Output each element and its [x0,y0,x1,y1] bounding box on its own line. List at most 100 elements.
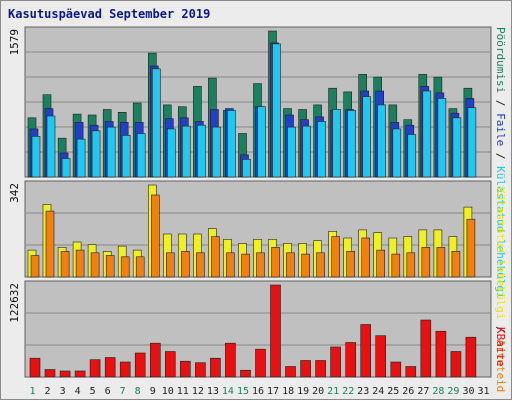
bar-panel1-series3-day13 [212,126,221,178]
bar-panel3-series1-day3 [59,370,71,378]
bar-panel3-series1-day11 [180,360,191,378]
x-tick-label: 19 [297,386,309,397]
bar-panel3-series1-day6 [104,357,116,378]
bar-panel1-series3-day20 [317,121,326,178]
bar-panel2-series2-day22 [346,251,356,278]
bar-panel3-series1-day20 [315,360,326,378]
bar-panel2-series2-day13 [211,236,220,278]
bar-panel1-series3-day22 [347,110,357,178]
x-tick-label: 7 [120,386,126,397]
panel-1-max-label: 1579 [8,29,21,56]
bar-panel2-series2-day1 [30,255,40,278]
bar-panel3-series1-day27 [420,319,432,378]
bar-panel2-series2-day14 [226,252,235,278]
x-tick-label: 6 [105,386,111,397]
bar-panel1-series3-day10 [167,128,176,178]
bar-panel3-series1-day13 [210,357,221,378]
bar-panel3-series1-day2 [44,369,56,378]
bar-panel1-series3-day7 [121,135,131,178]
bar-panel2-series2-day26 [406,252,416,278]
x-tick-label: 8 [135,386,141,397]
bar-panel2-series2-day30 [466,218,476,278]
x-tick-label: 9 [150,386,156,397]
bar-panel1-series3-day23 [362,96,372,178]
bar-panel1-series3-day9 [152,68,161,178]
bar-panel3-series1-day7 [119,361,131,378]
bar-panel1-series3-day4 [76,138,86,178]
x-tick-label: 10 [162,386,174,397]
x-tick-label: 27 [417,386,429,397]
bar-panel1-series3-day15 [242,159,251,178]
legend-visits: Pöördumisi [494,27,507,94]
bar-panel2-series2-day27 [421,247,431,278]
bar-panel1-series3-day17 [272,43,281,178]
bar-panel3-series1-day24 [375,335,387,378]
bar-panel3-series1-day23 [360,324,372,378]
bar-panel1-series3-day12 [197,124,206,178]
bar-panel1-series3-day26 [407,134,417,178]
x-tick-label: 23 [357,386,369,397]
bar-panel1-series3-day27 [422,90,432,178]
x-tick-label: 22 [342,386,354,397]
x-tick-label: 31 [477,386,489,397]
bar-panel2-series2-day17 [271,247,280,278]
bar-panel1-series3-day8 [136,133,146,178]
bar-panel2-series2-day11 [181,251,190,278]
bar-panel3-series1-day19 [300,360,311,378]
bar-panel2-series2-day25 [391,253,401,278]
bar-panel3-series1-day4 [74,370,86,378]
bar-panel2-series2-day5 [90,252,100,278]
chart-title: Kasutuspäevad September 2019 [8,7,211,21]
panel-3-max-label: 122632 [8,283,21,323]
legend-files: Faile [494,113,507,147]
x-tick-label: 26 [402,386,414,397]
bar-panel1-series3-day16 [257,106,266,178]
bar-panel2-series2-day16 [256,252,265,278]
bar-panel3-series1-day10 [165,351,176,378]
bar-panel1-series3-day30 [467,107,477,178]
bar-panel2-series2-day15 [241,253,250,278]
legend-separator-2: / [494,146,507,167]
bar-panel3-series1-day21 [330,346,341,378]
bar-panel3-series1-day8 [134,352,146,378]
bar-panel3-series1-day12 [195,362,206,378]
x-tick-label: 11 [177,386,189,397]
bar-panel2-series2-day28 [436,247,446,278]
bar-panel2-series2-day9 [151,194,160,278]
bar-panel3-series1-day26 [405,366,417,378]
x-tick-label: 2 [44,386,50,397]
bar-panel1-series3-day2 [46,115,56,178]
bar-panel1-series3-day3 [61,158,71,178]
bar-panel1-series3-day21 [332,109,341,178]
x-tick-label: 15 [237,386,249,397]
x-tick-label: 29 [447,386,459,397]
bar-panel2-series2-day23 [361,237,371,278]
bar-panel2-series2-day24 [376,249,386,278]
x-tick-label: 5 [90,386,96,397]
legend-bottom: KBaite [494,327,507,367]
legend-pages-mid: Külastatud lehekülgi [494,187,507,320]
x-tick-label: 12 [192,386,204,397]
bar-panel2-series2-day20 [316,252,325,278]
bar-panel1-series3-day29 [452,117,462,178]
bar-panel3-series1-day9 [150,342,161,378]
bar-panel1-series3-day14 [227,110,236,178]
x-tick-label: 3 [60,386,66,397]
panel-2-max-label: 342 [8,183,21,203]
x-tick-label: 24 [372,386,384,397]
bar-panel3-series1-day5 [89,359,101,378]
bar-panel3-series1-day29 [450,351,462,378]
bar-panel2-series2-day3 [60,251,70,278]
bar-panel3-series1-day14 [225,342,236,378]
legend-separator-1: / [494,93,507,114]
bar-panel1-series3-day1 [31,136,41,178]
bar-panel1-series3-day25 [392,128,402,178]
bar-panel2-series2-day7 [120,256,130,278]
bar-panel1-series3-day18 [287,126,296,178]
bar-panel3-series1-day18 [285,366,296,378]
x-tick-label: 21 [327,386,339,397]
x-tick-label: 14 [222,386,234,397]
bar-panel3-series1-day30 [465,336,477,378]
